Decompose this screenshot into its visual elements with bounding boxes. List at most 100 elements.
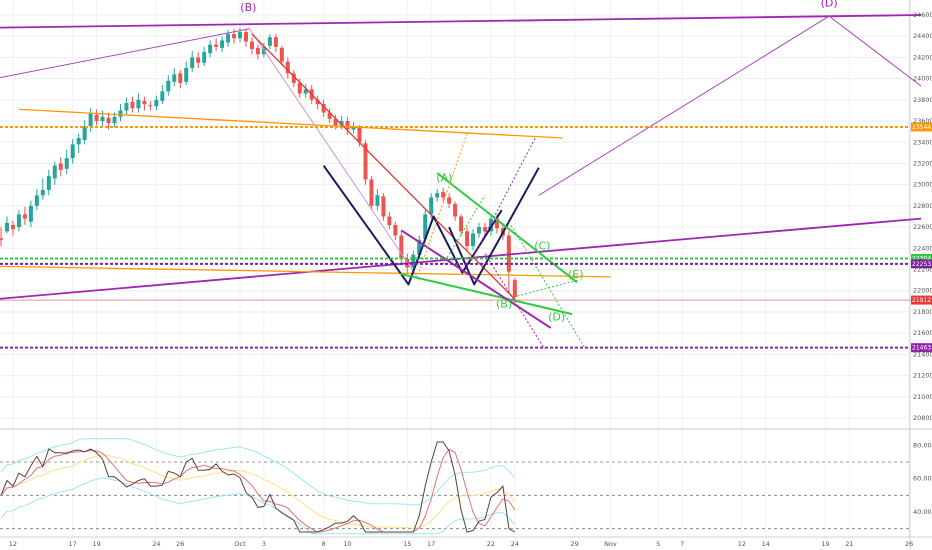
candle [16, 210, 21, 232]
indicator-slow-line [0, 454, 516, 529]
trend-line-orange-resistance [18, 108, 563, 139]
candle-body [0, 238, 3, 240]
time-axis[interactable]: 12 17 19 24 26 Oct 3 8 10 15 17 22 24 29 Nov 5 7 12 14 19 21… [9, 540, 914, 548]
price-tick-label: 23200.0 [913, 159, 932, 167]
candle [82, 119, 87, 145]
time-tick-label: 17 [427, 540, 435, 548]
time-tick-label: Nov [604, 540, 617, 548]
price-tick-label: 24000.0 [913, 75, 932, 83]
candle-body [10, 224, 15, 230]
candle [190, 51, 195, 73]
time-tick-label: 12 [9, 540, 17, 548]
candle [70, 139, 75, 164]
candle [345, 116, 350, 135]
candle-body [249, 41, 254, 49]
time-tick-label: 15 [403, 540, 411, 548]
candle [124, 97, 129, 115]
candle [482, 222, 487, 236]
candle-body [315, 99, 320, 105]
candle-body [106, 117, 111, 124]
time-tick-label: 24 [511, 540, 519, 548]
candle [315, 95, 320, 110]
price-tick-label: 22000.0 [913, 287, 932, 295]
candle [154, 95, 159, 111]
candle-body [34, 195, 39, 206]
candle-body [339, 121, 344, 126]
candle [512, 278, 517, 302]
candle [142, 96, 147, 111]
price-tick-label: 21000.0 [913, 393, 932, 401]
candle-body [267, 37, 272, 46]
time-tick-label: 5 [656, 540, 660, 548]
candle-body [363, 143, 368, 180]
price-tick-label: 22400.0 [913, 244, 932, 252]
candle-body [303, 89, 308, 94]
wave-label: (D) [548, 310, 565, 323]
candle-body [375, 195, 380, 206]
projection-dotted [517, 279, 579, 297]
indicator-tick-label: 60.0000 [913, 475, 932, 483]
candle [172, 68, 177, 87]
candle-body [196, 57, 201, 63]
candle [255, 44, 260, 60]
candle-body [160, 91, 165, 101]
candle-body [393, 224, 398, 236]
candle-body [297, 82, 302, 94]
wave-label: (E) [568, 268, 584, 281]
candle-body [494, 218, 499, 229]
candle [94, 109, 99, 126]
time-tick-label: 17 [69, 540, 77, 548]
candle-body [381, 196, 386, 217]
candle-body [94, 114, 99, 122]
candle [393, 221, 398, 240]
candle [4, 216, 9, 234]
candle [58, 157, 63, 177]
candle [303, 83, 308, 98]
price-axis[interactable]: 23544.0 22304.022253.5 21912.0 21463.0 20800… [911, 11, 932, 422]
candle-body [238, 31, 242, 39]
candle-body [112, 116, 117, 124]
projection-dotted [418, 133, 468, 272]
candle [369, 176, 374, 211]
candle-body [76, 138, 81, 145]
candle-body [273, 37, 278, 47]
candle [285, 57, 290, 79]
candle [375, 188, 380, 211]
trend-line-purple-falling [400, 229, 552, 329]
candle [381, 193, 386, 221]
time-tick-label: 26 [905, 540, 913, 548]
candle-body [435, 193, 440, 198]
indicator-pane: 40.0000 60.0000 80.0000 [0, 438, 932, 535]
candle-body [172, 74, 177, 82]
candle-body [28, 205, 33, 222]
price-level-label: 21912.0 [912, 297, 932, 304]
time-tick-label: 7 [680, 540, 684, 548]
candle [273, 34, 278, 53]
price-level-badge [911, 253, 932, 263]
indicator-upper-band [0, 438, 516, 506]
candle [0, 227, 3, 247]
candle-body [82, 126, 87, 141]
candle-body [411, 254, 416, 268]
candle [321, 99, 326, 117]
candle-body [477, 227, 481, 234]
candle-body [118, 110, 123, 117]
candle [477, 222, 481, 238]
price-tick-label: 24400.0 [913, 32, 932, 40]
price-level-badge [911, 295, 932, 305]
candle [459, 214, 464, 236]
candle [40, 178, 45, 200]
time-tick-label: Oct [234, 540, 246, 548]
time-tick-label: 10 [343, 540, 351, 548]
candle-body [100, 116, 105, 122]
time-tick-label: 12 [738, 540, 746, 548]
time-tick-label: 24 [152, 540, 160, 548]
indicator-tick-label: 40.0000 [913, 508, 932, 516]
candle-body [399, 235, 404, 259]
trend-line-red-downtrend [251, 33, 516, 300]
candle [447, 193, 452, 209]
candle-body [64, 158, 69, 169]
candle-body [58, 163, 63, 170]
candle-body [285, 61, 290, 74]
